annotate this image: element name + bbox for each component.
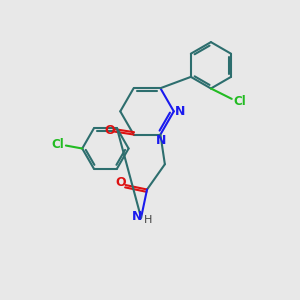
Text: O: O: [105, 124, 115, 136]
Text: N: N: [156, 134, 166, 147]
Text: O: O: [116, 176, 127, 189]
Text: Cl: Cl: [233, 95, 246, 108]
Text: Cl: Cl: [52, 138, 64, 151]
Text: N: N: [175, 106, 185, 118]
Text: H: H: [143, 215, 152, 225]
Text: N: N: [131, 210, 142, 223]
